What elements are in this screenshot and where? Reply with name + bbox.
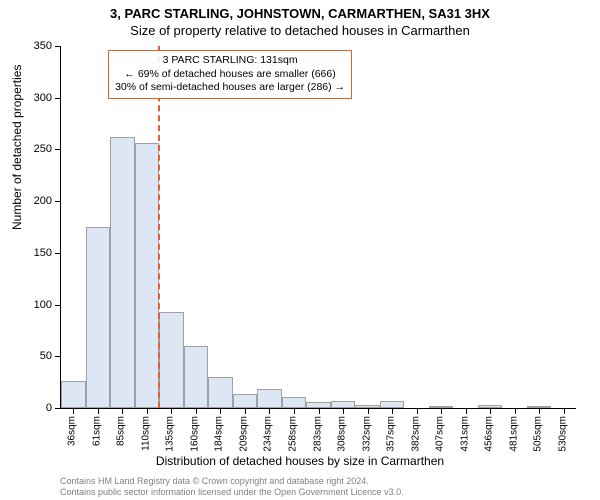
x-tick-label: 160sqm	[189, 416, 200, 452]
histogram-bar	[233, 394, 258, 408]
footer-line1: Contains HM Land Registry data © Crown c…	[60, 476, 404, 487]
histogram-bar	[331, 401, 356, 408]
x-tick-label: 85sqm	[116, 416, 127, 446]
x-tick-label: 135sqm	[165, 416, 176, 452]
histogram-bar	[184, 346, 209, 408]
x-tick-label: 481sqm	[508, 416, 519, 452]
annotation-line3: 30% of semi-detached houses are larger (…	[115, 81, 345, 95]
x-tick-label: 357sqm	[386, 416, 397, 452]
x-tick-label: 234sqm	[263, 416, 274, 452]
x-tick-label: 258sqm	[287, 416, 298, 452]
x-tick-label: 308sqm	[337, 416, 348, 452]
chart-subtitle: Size of property relative to detached ho…	[0, 21, 600, 38]
y-tick	[55, 98, 61, 99]
x-tick-label: 530sqm	[557, 416, 568, 452]
y-tick	[55, 253, 61, 254]
histogram-bar	[282, 397, 307, 408]
histogram-bar	[135, 143, 160, 408]
annotation-line2: ← 69% of detached houses are smaller (66…	[115, 68, 345, 82]
x-tick-label: 382sqm	[410, 416, 421, 452]
footer-attribution: Contains HM Land Registry data © Crown c…	[60, 476, 404, 498]
annotation-line1: 3 PARC STARLING: 131sqm	[115, 54, 345, 68]
histogram-bar	[110, 137, 135, 408]
y-axis-labels: 050100150200250300350	[0, 46, 60, 408]
y-tick-label: 300	[34, 92, 52, 104]
histogram-bar	[61, 381, 86, 408]
x-tick-label: 283sqm	[312, 416, 323, 452]
marker-line	[158, 46, 160, 408]
y-tick-label: 0	[46, 402, 52, 414]
chart-container: 3, PARC STARLING, JOHNSTOWN, CARMARTHEN,…	[0, 0, 600, 500]
x-tick-label: 110sqm	[140, 416, 151, 451]
x-tick-label: 431sqm	[459, 416, 470, 452]
x-tick-label: 456sqm	[484, 416, 495, 452]
x-tick-label: 209sqm	[238, 416, 249, 452]
x-tick-label: 505sqm	[533, 416, 544, 452]
y-tick-label: 150	[34, 247, 52, 259]
x-tick-label: 407sqm	[435, 416, 446, 452]
y-tick	[55, 149, 61, 150]
histogram-bars	[61, 46, 576, 408]
histogram-bar	[208, 377, 233, 408]
x-axis-title: Distribution of detached houses by size …	[0, 454, 600, 468]
y-tick-label: 350	[34, 40, 52, 52]
y-tick-label: 200	[34, 195, 52, 207]
y-tick	[55, 305, 61, 306]
chart-title-address: 3, PARC STARLING, JOHNSTOWN, CARMARTHEN,…	[0, 0, 600, 21]
x-tick-label: 332sqm	[361, 416, 372, 452]
x-tick-label: 184sqm	[214, 416, 225, 452]
y-tick-label: 100	[34, 299, 52, 311]
x-axis-labels: 36sqm 61sqm 85sqm 110sqm 135sqm 160sqm 184sqm 2…	[60, 408, 575, 458]
histogram-bar	[257, 389, 282, 408]
y-tick	[55, 356, 61, 357]
y-tick-label: 50	[40, 350, 52, 362]
x-tick-label: 61sqm	[91, 416, 102, 446]
plot-area: 3 PARC STARLING: 131sqm ← 69% of detache…	[60, 46, 576, 409]
y-tick	[55, 201, 61, 202]
y-tick-label: 250	[34, 143, 52, 155]
histogram-bar	[159, 312, 184, 408]
footer-line2: Contains public sector information licen…	[60, 487, 404, 498]
annotation-box: 3 PARC STARLING: 131sqm ← 69% of detache…	[108, 50, 352, 99]
y-tick	[55, 46, 61, 47]
histogram-bar	[380, 401, 405, 408]
histogram-bar	[86, 227, 111, 408]
x-tick-label: 36sqm	[67, 416, 78, 446]
